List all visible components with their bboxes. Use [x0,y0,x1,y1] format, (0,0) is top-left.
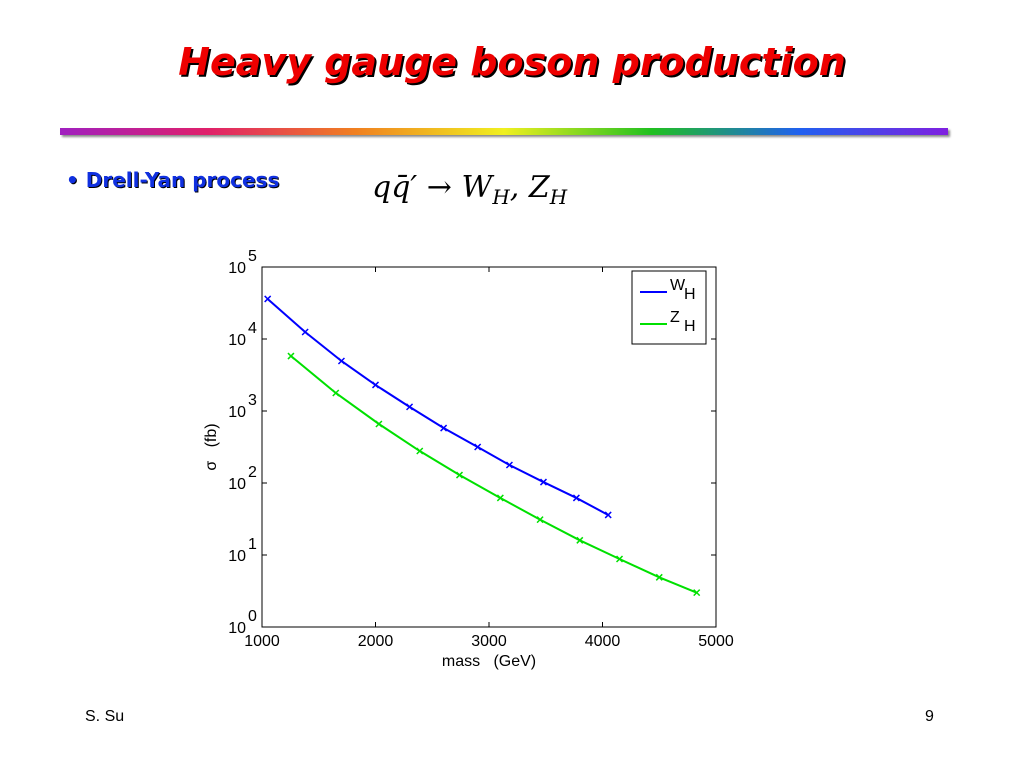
formula-sep: , [509,170,520,205]
x-axis-label: mass (GeV) [442,653,536,670]
point-cross [655,573,663,581]
x-tick-label: 3000 [471,633,507,650]
point [572,494,580,502]
x-tick-label: 2000 [358,633,394,650]
y-tick-exponent: 3 [248,392,257,409]
point [371,381,380,389]
formula-z-sub: H [549,185,568,209]
formula-arrow: → [426,170,452,205]
x-tick-label: 1000 [244,633,280,650]
point [539,478,548,486]
point [655,573,663,581]
point [337,357,345,365]
y-tick-label: 10 [228,548,246,565]
page-number: 9 [925,708,934,725]
point [615,555,624,563]
point [264,295,272,303]
point-cross [693,589,701,597]
slide-title: Heavy gauge boson production [178,40,846,84]
x-tick-label: 5000 [698,633,734,650]
point [505,461,513,469]
footer-author: S. Su [85,708,125,725]
y-tick-label: 10 [228,404,246,421]
point-cross [455,471,464,479]
formula-z: Z [528,170,550,205]
y-tick-exponent: 1 [248,536,257,553]
y-tick-label: 10 [228,260,246,277]
legend-subscript: H [684,318,696,335]
point-cross [301,328,309,336]
point-cross [371,381,380,389]
formula-w: W [461,170,493,205]
point-cross [375,420,383,428]
point-cross [576,536,584,544]
formula-w-sub: H [492,185,510,209]
point [455,471,464,479]
title-rule [60,128,948,135]
legend-label: Z [670,309,680,326]
bullet-dot: • [66,168,86,192]
y-tick-label: 10 [228,620,246,637]
point-cross [539,478,548,486]
point-cross [615,555,624,563]
formula: qq̄′ → WH, ZH [372,170,567,209]
point-cross [332,389,340,397]
point [576,536,584,544]
point [474,443,482,451]
bullet: • Drell-Yan process [66,168,279,192]
y-tick-exponent: 0 [248,608,257,625]
y-tick-exponent: 2 [248,464,257,481]
y-axis-label: σ (fb) [203,423,220,470]
series-line [267,298,609,516]
point [301,328,309,336]
formula-lhs: qq̄′ [372,170,418,205]
point [375,420,383,428]
point [406,403,414,411]
point [496,494,504,502]
point-cross [440,424,448,432]
point [416,447,424,455]
point-cross [604,511,612,519]
y-tick-exponent: 5 [248,248,257,265]
legend-subscript: H [684,286,696,303]
point-cross [406,403,414,411]
y-tick-exponent: 4 [248,320,257,337]
point [332,389,340,397]
point-cross [496,494,504,502]
point-cross [536,516,544,524]
legend-box [631,270,707,345]
point-cross [505,461,513,469]
point-cross [416,447,424,455]
point [693,589,701,597]
point-cross [337,357,345,365]
point [440,424,448,432]
point [604,511,612,519]
bullet-text: Drell-Yan process [85,168,280,192]
point [536,516,544,524]
x-tick-label: 4000 [585,633,621,650]
point-cross [474,443,482,451]
point-cross [287,352,295,360]
y-tick-label: 10 [228,332,246,349]
point-cross [572,494,580,502]
y-tick-label: 10 [228,476,246,493]
point [287,352,295,360]
point-cross [264,295,272,303]
legend-label: W [670,277,686,294]
series-line [290,355,698,594]
